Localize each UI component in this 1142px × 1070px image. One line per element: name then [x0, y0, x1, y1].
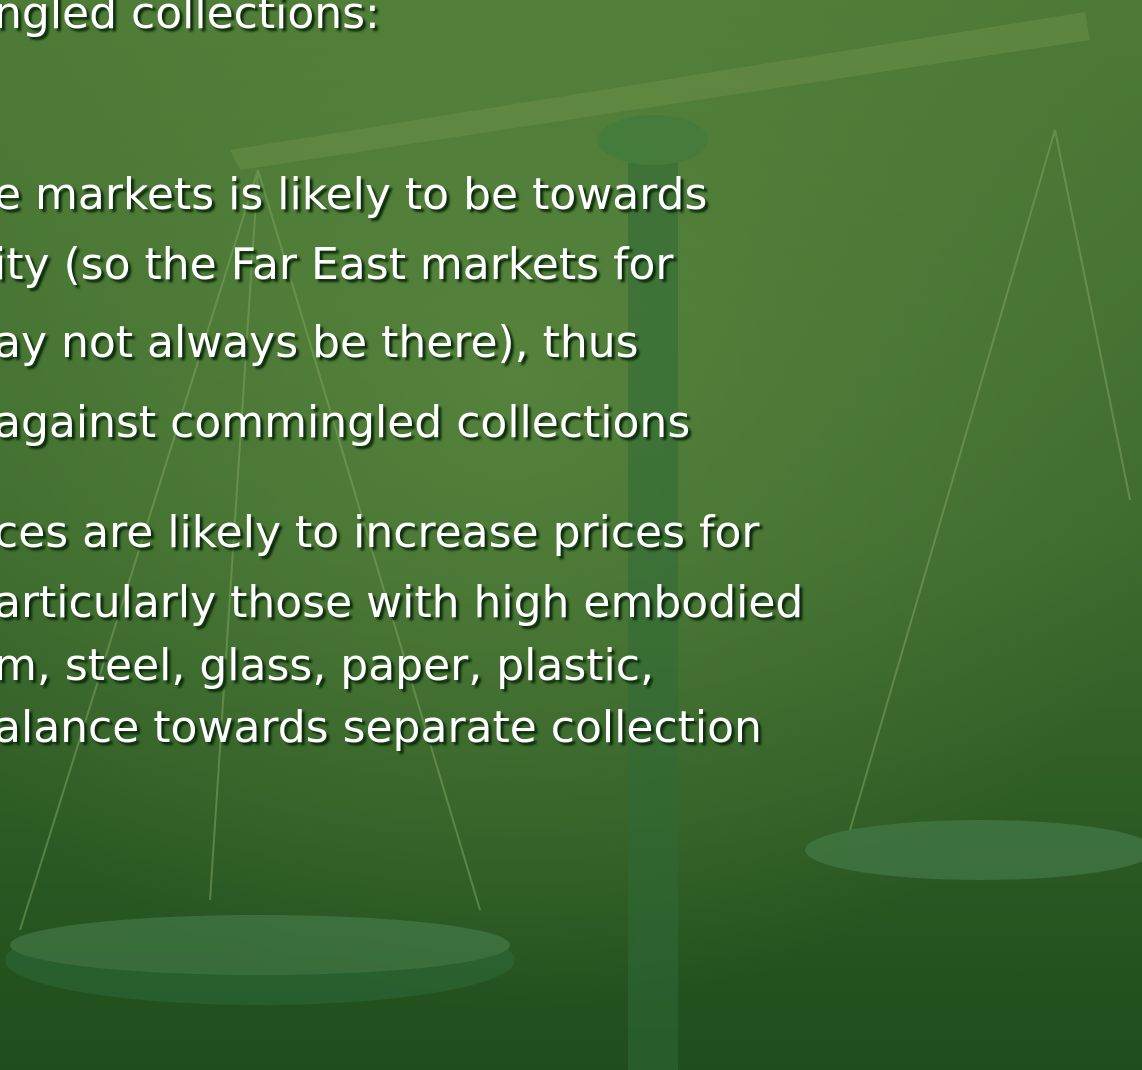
text-line: against commingled collections: [0, 397, 691, 448]
text-line: e markets is likely to be towards: [0, 169, 708, 220]
text-line: ngled collections:: [0, 0, 380, 39]
text-line: ces are likely to increase prices for: [0, 507, 760, 558]
text-line: ity (so the Far East markets for: [0, 239, 674, 290]
text-line: articularly those with high embodied: [0, 577, 804, 628]
text-line: m, steel, glass, paper, plastic,: [0, 640, 654, 691]
scale-illustration: [5, 12, 1142, 1070]
text-line: ay not always be there), thus: [0, 317, 639, 368]
text-line: alance towards separate collection: [0, 702, 762, 753]
